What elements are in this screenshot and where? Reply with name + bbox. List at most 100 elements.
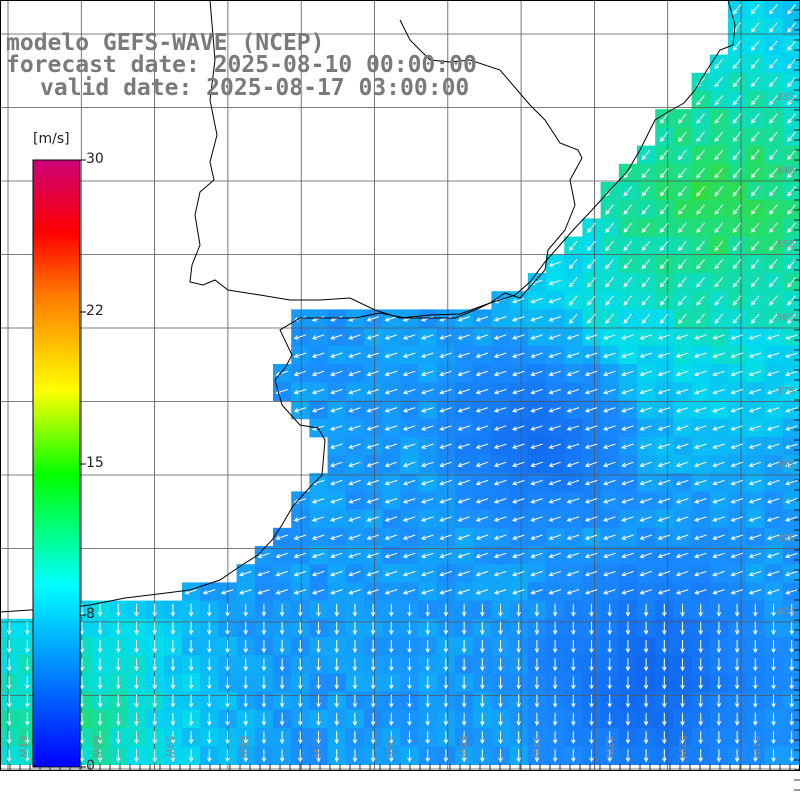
wind-arrow [696, 240, 705, 252]
wind-arrow [366, 316, 379, 322]
wind-arrow [443, 603, 449, 617]
wind-arrow [311, 570, 325, 577]
wind-arrow [330, 352, 343, 358]
wind-arrow [785, 570, 798, 577]
wind-arrow [639, 552, 652, 559]
wind-arrow [457, 370, 470, 377]
wind-arrow [584, 516, 598, 522]
wind-arrow [750, 58, 760, 70]
wind-arrow [530, 352, 543, 358]
wind-arrow [548, 461, 561, 468]
wind-arrow [493, 498, 507, 504]
wind-arrow [785, 425, 798, 431]
wind-arrow [552, 640, 558, 654]
wind-arrow [439, 388, 452, 395]
wind-arrow [498, 731, 503, 745]
latitude-label: 37S [776, 386, 795, 397]
wind-arrow [512, 297, 525, 304]
wind-arrow [771, 749, 776, 763]
wind-arrow [698, 731, 704, 745]
wind-arrow [421, 388, 434, 395]
wind-arrow [732, 313, 742, 324]
wind-arrow [661, 621, 667, 635]
wind-arrow [498, 658, 503, 672]
wind-arrow [475, 498, 489, 504]
wind-arrow [621, 334, 634, 340]
wind-arrow [352, 640, 358, 654]
wind-arrow [566, 589, 580, 595]
wind-arrow [402, 425, 416, 431]
wind-arrow [261, 640, 267, 654]
wind-arrow [384, 316, 398, 322]
wind-arrow [566, 352, 580, 358]
wind-arrow [643, 603, 649, 617]
wind-arrow [366, 552, 379, 559]
wind-arrow [530, 516, 543, 522]
wind-arrow [621, 516, 634, 522]
wind-arrow [732, 295, 742, 306]
wind-arrow [461, 676, 467, 690]
wind-arrow [279, 731, 285, 745]
wind-arrow [680, 731, 685, 745]
wind-arrow [206, 694, 212, 708]
wind-arrow [584, 498, 598, 504]
wind-arrow [570, 731, 576, 745]
wind-arrow [694, 388, 707, 395]
wind-arrow [625, 712, 631, 726]
wind-arrow [587, 295, 596, 306]
wind-arrow [584, 425, 598, 431]
wind-arrow [79, 676, 85, 690]
wind-arrow [712, 352, 725, 358]
wind-arrow [115, 621, 121, 635]
wind-arrow [384, 443, 398, 449]
wind-arrow [316, 694, 321, 708]
wind-arrow [621, 589, 634, 595]
wind-arrow [498, 621, 503, 635]
wind-arrow [239, 570, 252, 577]
wind-arrow [6, 658, 12, 672]
wind-arrow [659, 149, 669, 161]
wind-arrow [152, 658, 158, 672]
wind-arrow [439, 461, 452, 468]
wind-arrow [439, 425, 452, 431]
wind-arrow [734, 712, 740, 726]
wind-arrow [348, 516, 361, 522]
wind-arrow [603, 479, 616, 486]
wind-arrow [716, 712, 722, 726]
wind-arrow [512, 516, 525, 522]
wind-arrow [79, 640, 85, 654]
wind-arrow [769, 186, 778, 197]
wind-arrow [548, 297, 561, 304]
wind-arrow [769, 313, 778, 324]
wind-arrow [498, 712, 503, 726]
wind-arrow [6, 640, 12, 654]
wind-arrow [659, 113, 669, 124]
wind-arrow [115, 640, 121, 654]
wind-arrow [714, 131, 724, 142]
wind-arrow [584, 370, 598, 377]
wind-arrow [548, 516, 561, 522]
wind-arrow [621, 443, 634, 449]
wind-arrow [566, 388, 580, 395]
wind-arrow [548, 589, 561, 595]
wind-arrow [534, 749, 540, 763]
wind-arrow [771, 731, 776, 745]
wind-arrow [384, 479, 398, 486]
wind-arrow [694, 570, 707, 577]
wind-arrow [589, 694, 594, 708]
wind-arrow [694, 552, 707, 559]
wind-arrow [589, 603, 594, 617]
wind-arrow [605, 222, 614, 233]
wind-arrow [243, 731, 249, 745]
wind-arrow [678, 204, 687, 215]
wind-arrow [766, 534, 780, 540]
wind-arrow [97, 640, 103, 654]
wind-arrow [366, 516, 379, 522]
wind-arrow [421, 516, 434, 522]
wind-arrow [752, 658, 758, 672]
wind-arrow [516, 621, 522, 635]
wind-arrow [402, 479, 416, 486]
wind-arrow [516, 676, 522, 690]
wind-arrow [152, 731, 158, 745]
wind-arrow [243, 658, 249, 672]
